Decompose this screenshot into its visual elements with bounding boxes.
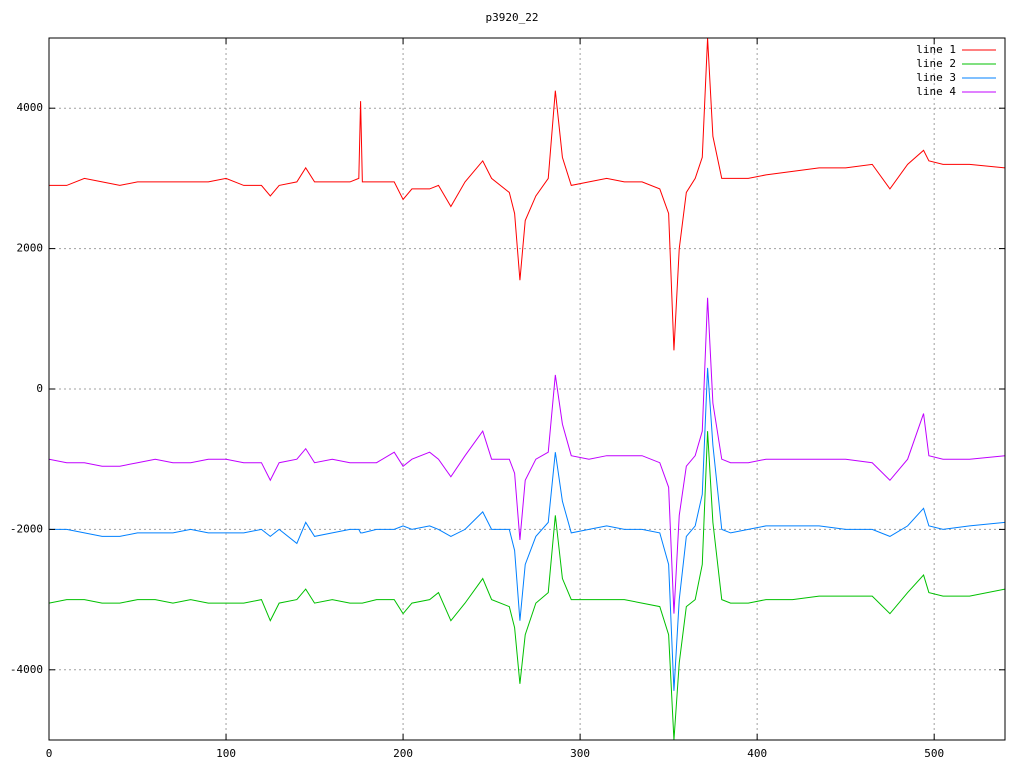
x-tick-label: 300 <box>570 747 590 760</box>
x-tick-label: 500 <box>924 747 944 760</box>
x-tick-label: 400 <box>747 747 767 760</box>
y-tick-label: 2000 <box>17 242 44 255</box>
x-tick-label: 0 <box>46 747 53 760</box>
chart-title: p3920_22 <box>486 11 539 24</box>
data-line <box>49 297 1005 614</box>
y-tick-label: 0 <box>36 382 43 395</box>
plot-frame <box>48 37 1006 741</box>
legend-label: line 4 <box>916 85 956 98</box>
data-line <box>49 431 1005 740</box>
x-tick-label: 200 <box>393 747 413 760</box>
legend-label: line 3 <box>916 71 956 84</box>
y-tick-label: -2000 <box>10 522 43 535</box>
y-tick-label: 4000 <box>17 101 44 114</box>
legend-label: line 2 <box>916 57 956 70</box>
data-line <box>49 367 1005 691</box>
x-tick-label: 100 <box>216 747 236 760</box>
y-tick-label: -4000 <box>10 663 43 676</box>
data-line <box>49 38 1005 351</box>
legend-label: line 1 <box>916 43 956 56</box>
